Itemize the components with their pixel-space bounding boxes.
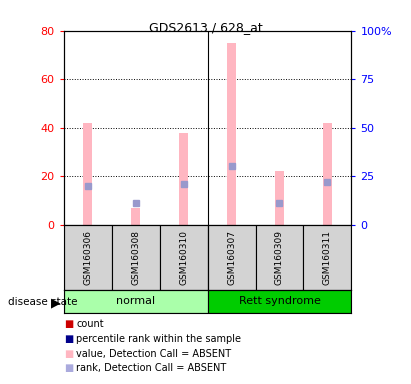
Text: ■: ■ bbox=[64, 319, 73, 329]
Bar bbox=[112, 225, 159, 290]
Text: GSM160306: GSM160306 bbox=[83, 230, 92, 285]
Text: disease state: disease state bbox=[8, 297, 78, 307]
Bar bbox=[208, 290, 351, 313]
Text: GSM160310: GSM160310 bbox=[179, 230, 188, 285]
Bar bbox=[256, 225, 303, 290]
Bar bbox=[227, 43, 236, 225]
Text: ▶: ▶ bbox=[51, 297, 60, 310]
Bar bbox=[159, 225, 208, 290]
Bar bbox=[179, 132, 188, 225]
Text: ■: ■ bbox=[64, 334, 73, 344]
Text: value, Detection Call = ABSENT: value, Detection Call = ABSENT bbox=[76, 349, 231, 359]
Text: ■: ■ bbox=[64, 363, 73, 373]
Text: GSM160308: GSM160308 bbox=[131, 230, 140, 285]
Bar bbox=[64, 225, 112, 290]
Text: GDS2613 / 628_at: GDS2613 / 628_at bbox=[149, 21, 262, 34]
Text: GSM160311: GSM160311 bbox=[323, 230, 332, 285]
Bar bbox=[64, 290, 208, 313]
Bar bbox=[131, 208, 140, 225]
Text: count: count bbox=[76, 319, 104, 329]
Bar bbox=[323, 123, 332, 225]
Text: rank, Detection Call = ABSENT: rank, Detection Call = ABSENT bbox=[76, 363, 226, 373]
Bar bbox=[83, 123, 92, 225]
Bar bbox=[208, 225, 256, 290]
Text: percentile rank within the sample: percentile rank within the sample bbox=[76, 334, 241, 344]
Bar bbox=[275, 171, 284, 225]
Text: normal: normal bbox=[116, 296, 155, 306]
Text: Rett syndrome: Rett syndrome bbox=[238, 296, 321, 306]
Bar bbox=[303, 225, 351, 290]
Text: ■: ■ bbox=[64, 349, 73, 359]
Text: GSM160309: GSM160309 bbox=[275, 230, 284, 285]
Text: GSM160307: GSM160307 bbox=[227, 230, 236, 285]
